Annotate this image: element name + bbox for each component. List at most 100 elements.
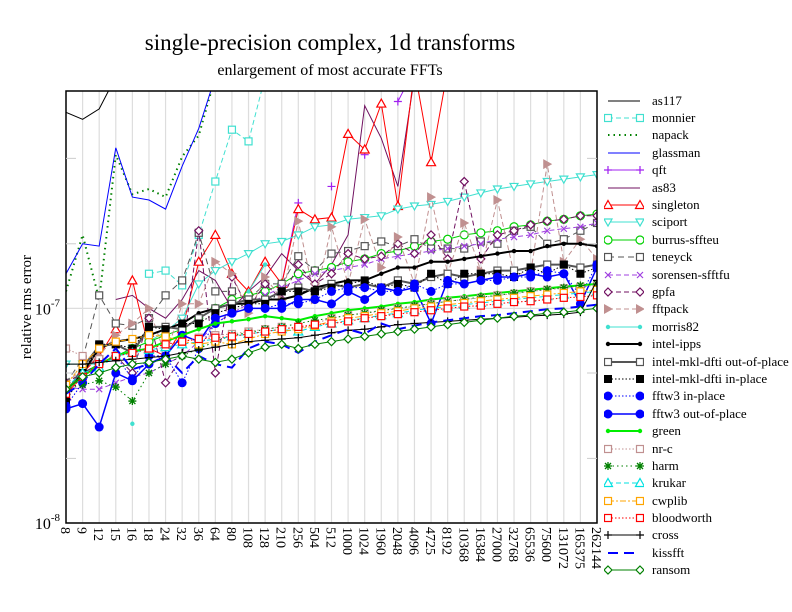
- chart-subtitle: enlargement of most accurate FFTs: [217, 62, 443, 79]
- data-point: [527, 231, 535, 239]
- data-point: [95, 291, 104, 300]
- data-point: [604, 287, 613, 297]
- data-point: [634, 477, 644, 488]
- data-point: [410, 65, 418, 73]
- data-point: [144, 322, 153, 331]
- data-point: [509, 272, 519, 282]
- data-point: [635, 235, 644, 245]
- data-point: [376, 212, 387, 222]
- legend-label: sorensen-sfftfu: [652, 266, 730, 282]
- data-point: [276, 237, 287, 247]
- data-point: [559, 283, 568, 292]
- data-point: [227, 287, 237, 296]
- legend-item: morris82: [604, 318, 790, 335]
- data-point: [459, 317, 470, 328]
- data-point: [327, 286, 336, 296]
- data-point: [637, 324, 643, 329]
- legend-item: intel-ipps: [604, 335, 790, 352]
- legend-swatch: [605, 324, 643, 329]
- data-point: [576, 292, 585, 302]
- data-point: [526, 297, 535, 306]
- data-point: [161, 325, 170, 334]
- data-point: [604, 113, 613, 123]
- data-point: [261, 327, 270, 336]
- legend-label: singleton: [652, 197, 700, 213]
- series-layer: [66, 65, 597, 432]
- data-point: [193, 255, 205, 266]
- data-point: [605, 341, 611, 347]
- x-tick-label: 12: [90, 527, 105, 541]
- data-point: [177, 351, 188, 361]
- data-point: [560, 225, 568, 233]
- x-tick-label: 1000: [339, 527, 354, 555]
- data-point: [409, 324, 420, 335]
- data-point: [310, 287, 319, 296]
- legend-item: singleton: [604, 196, 790, 213]
- data-point: [95, 376, 104, 385]
- legend-label: harm: [652, 457, 679, 473]
- data-point: [636, 531, 644, 540]
- data-point: [359, 143, 371, 154]
- legend-swatch: [605, 428, 643, 434]
- legend-label: glassman: [652, 144, 701, 160]
- data-point: [410, 235, 419, 244]
- data-point: [542, 272, 552, 282]
- data-point: [545, 243, 550, 249]
- data-point: [394, 252, 402, 260]
- legend-label: qft: [652, 162, 667, 178]
- data-point: [111, 368, 121, 378]
- data-point: [604, 374, 612, 383]
- data-point: [525, 220, 536, 230]
- legend-item: fftw3 in-place: [604, 388, 790, 405]
- series-as117: [66, 91, 110, 120]
- legend-label: krukar: [652, 475, 686, 491]
- data-point: [509, 311, 519, 321]
- data-point: [78, 360, 87, 369]
- series-line: [66, 91, 213, 300]
- data-point: [293, 294, 303, 304]
- legend: as117 monnier napack glassman qft as83 singlet…: [604, 92, 790, 579]
- data-point: [310, 316, 319, 325]
- data-point: [409, 202, 420, 212]
- legend-swatch: [608, 134, 640, 137]
- legend-swatch: [608, 551, 640, 554]
- data-point: [178, 298, 188, 309]
- data-point: [576, 226, 585, 235]
- legend-item: ransom: [604, 562, 790, 579]
- legend-swatch: [604, 271, 644, 279]
- legend-label: burrus-sffteu: [652, 231, 719, 247]
- legend-label: sciport: [652, 214, 688, 230]
- data-point: [342, 128, 354, 139]
- data-point: [127, 376, 137, 386]
- data-point: [576, 234, 586, 245]
- data-point: [179, 332, 185, 338]
- x-tick-label: 65536: [522, 527, 537, 562]
- legend-label: cross: [652, 527, 679, 543]
- series-line: [66, 91, 110, 120]
- data-point: [592, 218, 597, 228]
- series-line: [66, 294, 597, 395]
- data-point: [443, 275, 453, 285]
- data-point: [277, 325, 286, 334]
- data-point: [377, 262, 387, 273]
- chart-title: single-precision complex, 1d transforms: [144, 30, 516, 55]
- legend-swatch: [604, 218, 644, 228]
- legend-label: nr-c: [652, 440, 673, 456]
- data-point: [591, 171, 597, 180]
- data-point: [559, 260, 568, 269]
- legend-swatch: [604, 531, 644, 540]
- data-point: [637, 341, 643, 347]
- data-point: [326, 268, 337, 279]
- data-point: [244, 329, 253, 339]
- data-point: [392, 205, 403, 215]
- data-point: [127, 359, 138, 369]
- data-point: [604, 218, 614, 228]
- data-point: [343, 215, 354, 225]
- data-point: [194, 334, 203, 344]
- series-line: [66, 283, 597, 402]
- data-point: [211, 256, 221, 267]
- legend-item: as117: [604, 92, 790, 109]
- data-point: [144, 357, 154, 368]
- data-point: [343, 248, 353, 259]
